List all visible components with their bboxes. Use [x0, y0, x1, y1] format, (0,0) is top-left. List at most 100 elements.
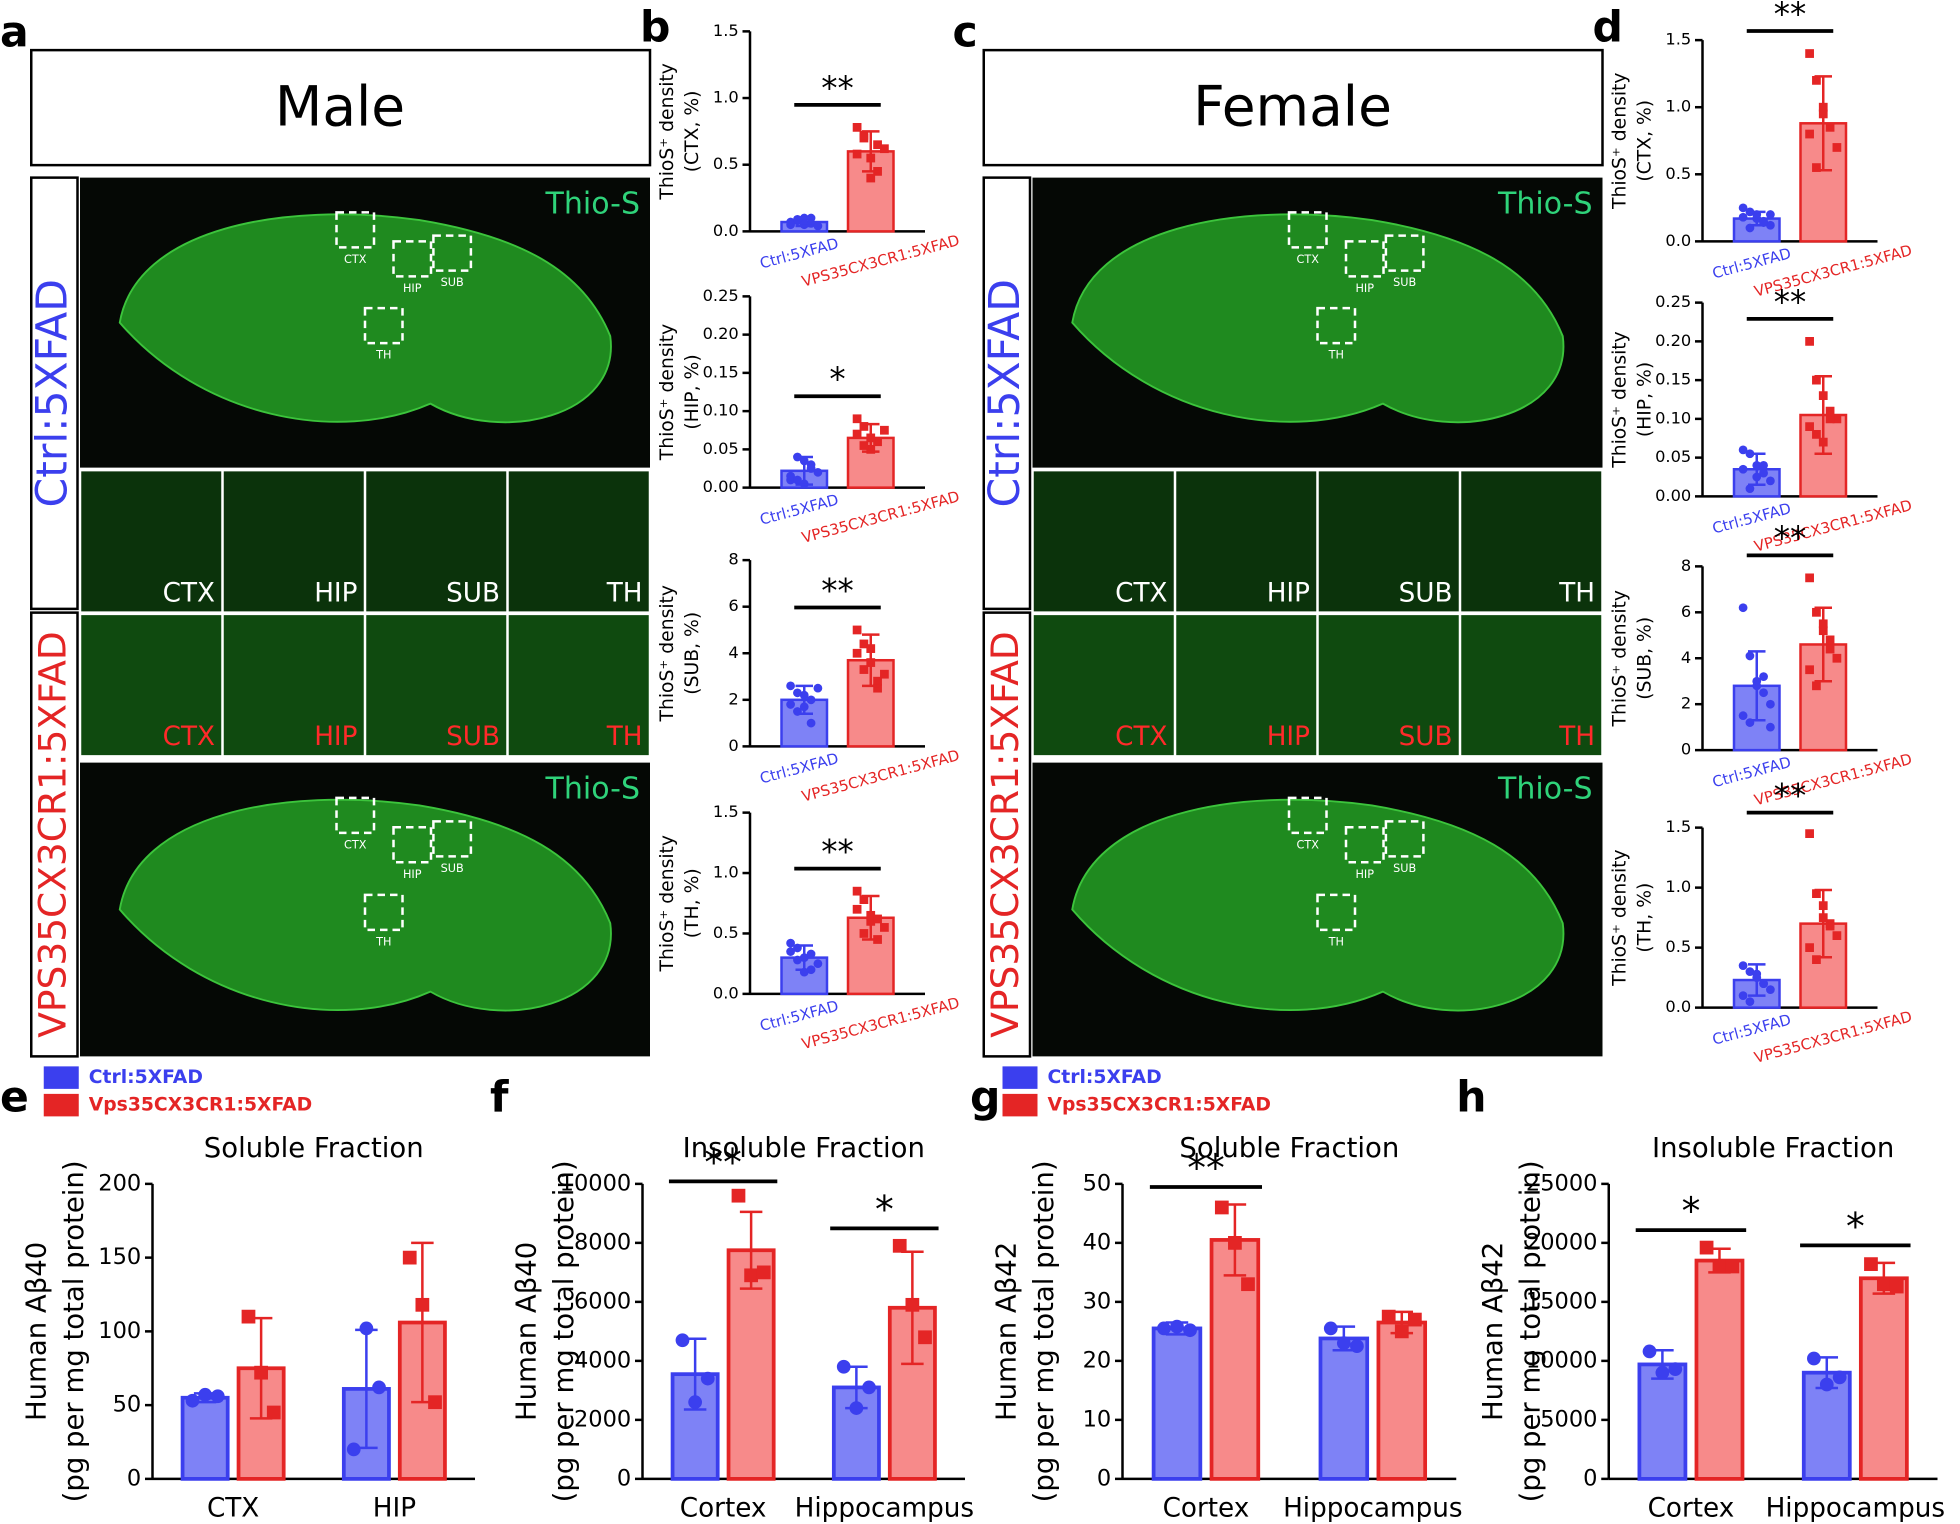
- y-tick-label: 0: [127, 1465, 141, 1491]
- y-tick-label: 0.15: [1655, 370, 1691, 389]
- inset-label: HIP: [1267, 578, 1310, 608]
- data-point: [1738, 603, 1748, 613]
- y-tick-label: 0.15: [703, 362, 739, 381]
- row-label: VPS35CX3CR1:5XFAD: [31, 631, 75, 1037]
- roi-box: [363, 306, 404, 345]
- data-point: [793, 955, 802, 965]
- data-point: [1738, 991, 1748, 1000]
- data-point: [1805, 943, 1814, 952]
- data-point: [1407, 1312, 1422, 1327]
- y-tick-label: 0: [1097, 1465, 1111, 1491]
- x-tick-label: Cortex: [1163, 1493, 1250, 1523]
- data-point: [1889, 1279, 1904, 1294]
- row-label-box: [982, 611, 1032, 1058]
- inset-micrograph: [1461, 471, 1602, 612]
- y-tick-label: 6: [1681, 602, 1691, 621]
- y-axis-label: (pg per mg total protein): [58, 1160, 90, 1502]
- y-tick-label: 1.5: [1665, 30, 1691, 49]
- data-point: [1766, 985, 1775, 994]
- roi-label: SUB: [441, 276, 464, 289]
- y-tick-label: 40: [1083, 1229, 1112, 1255]
- brain-section: [118, 798, 612, 1012]
- inset-micrograph: [81, 615, 222, 756]
- y-tick-label: 0.20: [1655, 331, 1691, 350]
- data-point: [1805, 129, 1814, 139]
- data-point: [859, 929, 869, 938]
- data-point: [852, 625, 862, 635]
- data-point: [892, 1238, 907, 1253]
- data-point: [1819, 1377, 1834, 1392]
- y-tick-label: 0.5: [1665, 937, 1691, 956]
- data-point: [359, 1321, 374, 1336]
- data-point: [402, 1250, 417, 1265]
- legend-label: Vps35CX3CR1:5XFAD: [1048, 1095, 1271, 1116]
- y-axis-label: (pg per mg total protein): [1028, 1160, 1060, 1502]
- y-tick-label: 1.0: [713, 863, 739, 882]
- data-point: [1381, 1309, 1396, 1324]
- y-tick-label: 0.25: [1655, 292, 1691, 311]
- inset-micrograph: [366, 615, 507, 756]
- y-tick-label: 15000: [1526, 1288, 1598, 1314]
- data-point: [859, 639, 869, 649]
- bar: [1318, 1336, 1370, 1481]
- data-point: [1812, 163, 1821, 172]
- y-tick-label: 150: [98, 1244, 141, 1270]
- y-tick-label: 1.0: [713, 88, 739, 107]
- data-point: [786, 217, 795, 227]
- data-point: [859, 131, 869, 140]
- data-point: [1832, 1370, 1847, 1385]
- y-tick-label: 0.25: [703, 286, 739, 305]
- x-tick-label: Hippocampus: [1766, 1493, 1945, 1523]
- data-point: [1864, 1257, 1878, 1271]
- data-point: [786, 700, 795, 709]
- roi-box: [1344, 826, 1385, 864]
- y-tick-label: 50: [1083, 1170, 1112, 1196]
- roi-label: SUB: [1393, 862, 1416, 875]
- y-tick-label: 0.00: [1655, 486, 1691, 505]
- stain-label: Thio-S: [545, 772, 640, 807]
- data-point: [1812, 375, 1821, 385]
- inset-micrograph: [1318, 471, 1459, 612]
- data-point: [185, 1393, 200, 1408]
- data-point: [1394, 1324, 1409, 1339]
- data-point: [1170, 1319, 1184, 1334]
- y-tick-label: 100: [98, 1318, 141, 1344]
- inset-label: TH: [606, 578, 643, 608]
- legend-swatch: [1002, 1093, 1038, 1117]
- data-point: [1812, 889, 1821, 898]
- data-point: [1759, 979, 1768, 988]
- data-point: [880, 923, 889, 932]
- roi-box: [392, 240, 433, 278]
- data-point: [346, 1442, 361, 1457]
- roi-box: [1316, 893, 1357, 932]
- y-tick-label: 25000: [1526, 1170, 1598, 1196]
- roi-label: CTX: [1297, 253, 1320, 266]
- roi-label: CTX: [344, 838, 367, 851]
- roi-box: [1384, 820, 1425, 858]
- y-axis-label: ThioS⁺ density: [1610, 849, 1631, 987]
- data-point: [254, 1365, 268, 1380]
- data-point: [1712, 1259, 1727, 1274]
- data-point: [198, 1387, 213, 1402]
- data-point: [756, 1265, 771, 1280]
- data-point: [873, 676, 882, 686]
- inset-label: SUB: [446, 578, 500, 608]
- y-axis-label: ThioS⁺ density: [1610, 590, 1631, 728]
- panel-letter: c: [953, 9, 978, 58]
- data-point: [1805, 337, 1814, 346]
- row-label: Ctrl:5XFAD: [981, 279, 1030, 507]
- stain-label: Thio-S: [1497, 772, 1592, 807]
- row-label: VPS35CX3CR1:5XFAD: [983, 631, 1027, 1037]
- data-point: [1766, 722, 1775, 732]
- panel-letter: a: [0, 9, 29, 58]
- y-axis-label: (TH, %): [682, 868, 703, 938]
- inset-label: TH: [1558, 722, 1595, 752]
- y-tick-label: 200: [98, 1170, 141, 1196]
- roi-label: SUB: [441, 862, 464, 875]
- y-tick-label: 6000: [574, 1288, 631, 1314]
- inset-label: CTX: [163, 722, 215, 752]
- inset-label: HIP: [314, 578, 357, 608]
- y-tick-label: 1.5: [713, 802, 739, 821]
- roi-label: HIP: [403, 282, 422, 295]
